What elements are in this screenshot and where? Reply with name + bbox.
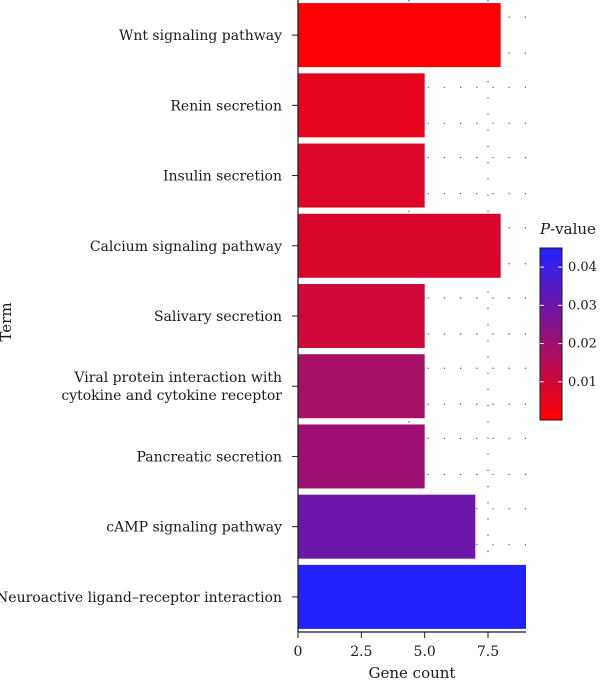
bar	[298, 494, 476, 559]
category-label: Neuroactive ligand–receptor interaction	[0, 590, 282, 606]
legend-colorbar	[539, 247, 563, 421]
legend-tick-label: 0.03	[568, 298, 597, 313]
category-label: Salivary secretion	[154, 309, 282, 325]
x-tick-label: 5.0	[414, 644, 436, 660]
category-label: Pancreatic secretion	[136, 449, 282, 465]
category-label: cAMP signaling pathway	[106, 520, 282, 536]
legend: P-value 0.01 0.02 0.03 0.04	[539, 220, 597, 421]
category-label: Viral protein interaction with cytokine a…	[61, 370, 282, 404]
x-axis-title: Gene count	[369, 664, 456, 682]
x-tick-label: 0	[294, 644, 303, 660]
bar	[298, 564, 526, 629]
bar	[298, 213, 501, 278]
bar	[298, 354, 425, 419]
bar	[298, 73, 425, 138]
bars	[298, 3, 526, 629]
category-label: Wnt signaling pathway	[119, 28, 282, 44]
category-label: Insulin secretion	[163, 169, 282, 185]
y-axis-title: Term	[0, 302, 15, 341]
bar	[298, 143, 425, 208]
bar	[298, 424, 425, 489]
legend-title-italic: P	[539, 220, 551, 238]
legend-title-rest: -value	[550, 220, 596, 238]
x-tick-label: 7.5	[477, 644, 499, 660]
x-tick-label: 2.5	[350, 644, 372, 660]
legend-tick-label: 0.02	[568, 337, 597, 352]
category-labels: Wnt signaling pathway Renin secretion Insu…	[0, 28, 298, 606]
legend-ticks: 0.01 0.02 0.03 0.04	[540, 260, 597, 390]
category-label: Calcium signaling pathway	[90, 239, 282, 255]
category-label: Renin secretion	[170, 98, 282, 114]
legend-tick-label: 0.01	[568, 375, 597, 390]
x-ticks: 0 2.5 5.0 7.5	[294, 632, 499, 660]
bar	[298, 3, 501, 68]
legend-tick-label: 0.04	[568, 260, 597, 275]
legend-title: P-value	[539, 220, 596, 238]
bar	[298, 284, 425, 348]
